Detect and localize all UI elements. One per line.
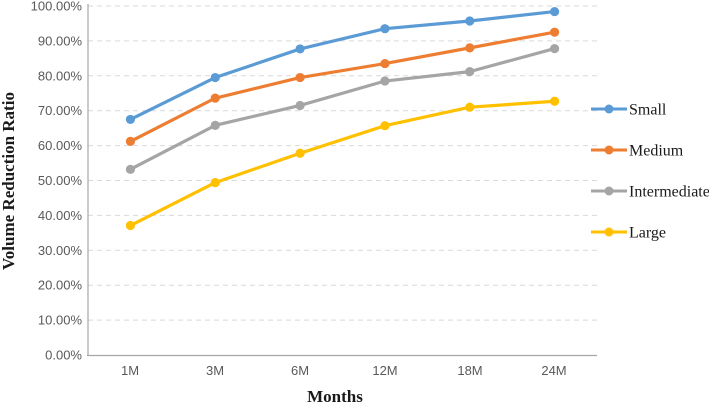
data-point-intermediate-3m (210, 120, 220, 130)
x-axis-title: Months (307, 387, 363, 406)
data-point-medium-24m (549, 27, 560, 37)
legend-item-medium: Medium (591, 143, 684, 160)
legend-label: Large (629, 225, 666, 242)
data-point-intermediate-18m (465, 67, 475, 77)
legend-item-intermediate: Intermediate (591, 184, 709, 201)
data-point-intermediate-1m (125, 164, 136, 174)
data-point-medium-6m (295, 72, 305, 83)
data-point-small-18m (465, 16, 475, 26)
data-point-intermediate-6m (295, 100, 305, 111)
series-line-large (128, 99, 557, 228)
data-point-large-24m (549, 96, 560, 106)
legend-marker-icon (604, 104, 614, 114)
y-tick-30: 30.00% (38, 243, 83, 258)
series-line-intermediate (128, 46, 557, 171)
y-tick-0: 0.00% (45, 348, 82, 363)
legend-marker-icon (604, 145, 614, 155)
y-tick-100: 100.00% (31, 0, 83, 14)
x-axis-tick-labels: 1M 3M 6M 12M 18M 24M (121, 363, 567, 378)
y-tick-20: 20.00% (38, 278, 83, 293)
legend-label: Intermediate (629, 184, 709, 201)
data-point-small-6m (295, 44, 305, 54)
y-axis-title: Volume Reduction Ratio (0, 92, 18, 270)
data-point-large-1m (125, 220, 136, 231)
y-tick-10: 10.00% (38, 313, 83, 328)
data-point-intermediate-24m (549, 43, 560, 54)
legend-marker-icon (604, 227, 614, 237)
y-tick-70: 70.00% (38, 103, 83, 118)
data-point-medium-3m (210, 93, 220, 103)
series-line-medium (128, 30, 557, 144)
y-axis-tick-labels: 100.00% 90.00% 80.00% 70.00% 60.00% 50.0… (31, 0, 83, 363)
legend-item-large: Large (591, 225, 666, 242)
x-tick-3m: 3M (206, 363, 224, 378)
axes-layer (87, 4, 597, 357)
y-tick-40: 40.00% (38, 208, 83, 223)
gridlines-layer (88, 5, 597, 321)
data-point-large-6m (295, 148, 305, 158)
x-tick-1m: 1M (121, 363, 139, 378)
series-line-small (128, 9, 557, 122)
legend-item-small: Small (591, 102, 667, 119)
data-point-small-3m (210, 72, 220, 83)
data-point-large-3m (210, 177, 220, 188)
series-layer (125, 6, 560, 231)
legend-label: Medium (629, 143, 684, 160)
legend: Small Medium Intermediate Large (591, 102, 709, 242)
data-point-medium-18m (465, 43, 475, 53)
data-point-small-1m (125, 114, 136, 125)
y-tick-90: 90.00% (38, 33, 83, 48)
y-tick-50: 50.00% (38, 173, 83, 188)
x-tick-24m: 24M (541, 363, 566, 378)
y-tick-80: 80.00% (38, 68, 83, 83)
y-tick-60: 60.00% (38, 138, 83, 153)
data-point-small-24m (549, 6, 560, 17)
x-tick-18m: 18M (457, 363, 482, 378)
legend-label: Small (629, 102, 667, 119)
data-point-large-12m (380, 121, 390, 131)
legend-marker-icon (604, 186, 614, 196)
data-point-medium-12m (380, 58, 390, 69)
data-point-large-18m (465, 102, 475, 112)
data-point-medium-1m (125, 136, 136, 147)
x-tick-12m: 12M (372, 363, 397, 378)
x-tick-6m: 6M (291, 363, 309, 378)
data-point-intermediate-12m (380, 76, 390, 86)
data-point-small-12m (380, 24, 390, 34)
